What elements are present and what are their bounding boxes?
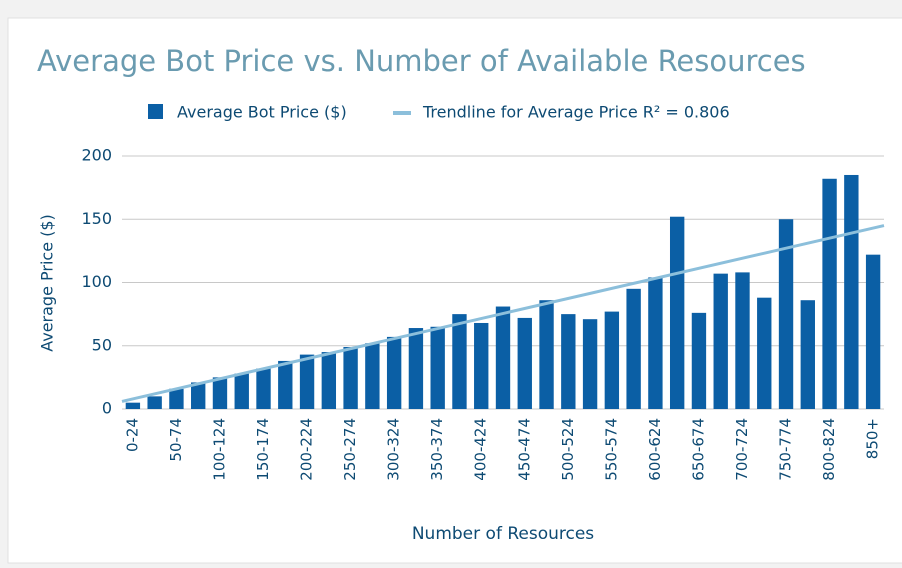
x-tick-label: 200-224 — [298, 418, 316, 481]
x-tick-label: 150-174 — [254, 418, 272, 481]
x-tick-label: 250-274 — [341, 418, 359, 481]
bar — [844, 174, 859, 409]
trendline — [121, 224, 885, 403]
bar — [365, 343, 380, 409]
x-tick-label: 100-124 — [210, 418, 228, 481]
x-tick-label: 450-474 — [515, 418, 533, 481]
legend-swatch — [148, 104, 163, 119]
y-tick-label: 200 — [81, 146, 112, 165]
bar — [125, 402, 141, 409]
x-tick-label: 400-424 — [472, 418, 490, 481]
legend-label: Trendline for Average Price R² = 0.806 — [422, 103, 730, 122]
x-tick-label: 750-774 — [777, 418, 795, 481]
bar — [321, 352, 337, 409]
bar — [648, 277, 663, 409]
bar — [343, 347, 358, 409]
y-tick-label: 50 — [92, 335, 112, 354]
x-tick-label: 0-24 — [123, 418, 141, 452]
bar — [474, 322, 489, 409]
bar — [778, 219, 794, 409]
bar — [582, 319, 598, 409]
x-tick-label: 700-724 — [733, 418, 751, 481]
bar — [147, 396, 162, 409]
bar — [713, 273, 728, 409]
bar — [757, 297, 772, 409]
bar — [626, 288, 641, 409]
y-tick-label: 100 — [81, 272, 112, 291]
chart-title: Average Bot Price vs. Number of Availabl… — [37, 44, 806, 78]
bar — [669, 216, 685, 409]
bar — [191, 382, 206, 409]
bar — [539, 300, 554, 409]
bar — [604, 311, 620, 409]
bar — [822, 178, 837, 409]
bar — [495, 306, 511, 409]
bar — [278, 360, 293, 409]
y-axis-title: Average Price ($) — [38, 214, 57, 352]
bar — [452, 314, 467, 409]
bar — [517, 317, 532, 409]
bar — [212, 377, 228, 409]
bar — [561, 314, 576, 409]
bar — [800, 300, 815, 409]
bar — [256, 368, 271, 409]
bar — [299, 354, 315, 409]
y-tick-label: 0 — [102, 399, 112, 418]
bar — [169, 388, 184, 409]
bar — [386, 336, 402, 409]
x-tick-label: 50-74 — [167, 418, 185, 462]
x-axis-title: Number of Resources — [412, 524, 594, 544]
x-tick-label: 300-324 — [385, 418, 403, 481]
bar — [430, 326, 445, 409]
x-tick-label: 500-524 — [559, 418, 577, 481]
card — [7, 17, 902, 564]
bar — [735, 272, 750, 409]
x-tick-label: 850+ — [864, 418, 882, 459]
x-tick-label: 550-574 — [602, 418, 620, 481]
x-tick-label: 600-624 — [646, 418, 664, 481]
bar — [691, 312, 707, 409]
bar — [408, 328, 424, 409]
x-tick-label: 350-374 — [428, 418, 446, 481]
bar — [234, 373, 249, 409]
legend-label: Average Bot Price ($) — [177, 103, 347, 122]
y-tick-label: 150 — [81, 209, 112, 228]
x-tick-label: 650-674 — [689, 418, 707, 481]
x-tick-label: 800-824 — [820, 418, 838, 481]
bar — [865, 254, 881, 409]
